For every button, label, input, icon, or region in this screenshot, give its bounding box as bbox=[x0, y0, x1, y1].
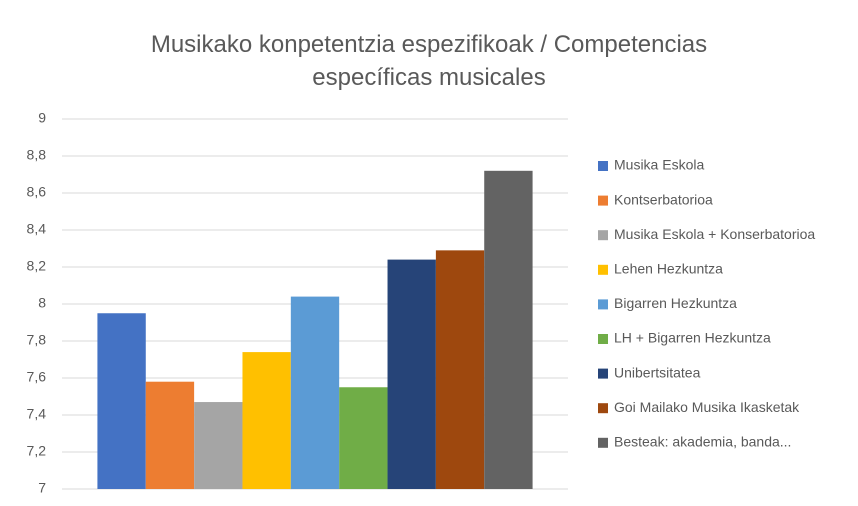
bar bbox=[435, 250, 485, 489]
legend-swatch bbox=[598, 437, 608, 448]
y-tick-label: 7,2 bbox=[27, 443, 47, 459]
bar bbox=[484, 170, 533, 490]
bar bbox=[145, 381, 195, 489]
legend-label: Unibertsitatea bbox=[614, 364, 701, 380]
legend-swatch bbox=[598, 195, 608, 206]
legend-label: Musika Eskola + Konserbatorioa bbox=[614, 226, 815, 242]
y-tick-label: 7,8 bbox=[27, 332, 47, 348]
bar bbox=[242, 352, 291, 489]
y-tick-label: 7 bbox=[38, 480, 46, 496]
y-tick-label: 8,2 bbox=[27, 258, 47, 274]
legend-swatch bbox=[598, 334, 608, 344]
legend-label: Lehen Hezkuntza bbox=[614, 261, 723, 277]
legend-label: Kontserbatorioa bbox=[614, 191, 713, 207]
legend-label: Besteak: akademia, banda... bbox=[614, 434, 791, 450]
legend-label: Goi Mailako Musika Ikasketak bbox=[614, 399, 800, 415]
legend-label: Musika Eskola bbox=[614, 157, 704, 173]
legend-swatch bbox=[598, 368, 608, 379]
y-tick-label: 8 bbox=[38, 295, 46, 311]
y-tick-label: 9 bbox=[38, 110, 46, 126]
legend-swatch bbox=[598, 264, 608, 275]
bar bbox=[97, 313, 146, 489]
y-tick-label: 8,6 bbox=[27, 184, 47, 200]
y-tick-label: 8,4 bbox=[27, 221, 47, 237]
y-tick-label: 8,8 bbox=[27, 147, 47, 163]
chart-title: Musikako konpetentzia espezifikoak / Com… bbox=[150, 31, 708, 91]
bar bbox=[339, 387, 388, 489]
legend-label: LH + Bigarren Hezkuntza bbox=[614, 330, 771, 346]
bar bbox=[387, 259, 436, 489]
y-tick-label: 7,4 bbox=[27, 406, 47, 422]
bar bbox=[194, 402, 243, 489]
legend-swatch bbox=[598, 161, 608, 171]
bar bbox=[290, 296, 340, 489]
legend-swatch bbox=[598, 230, 608, 241]
legend-label: Bigarren Hezkuntza bbox=[614, 295, 737, 311]
y-tick-label: 7,6 bbox=[27, 369, 47, 385]
legend-swatch bbox=[598, 403, 608, 414]
legend-swatch bbox=[598, 299, 608, 310]
